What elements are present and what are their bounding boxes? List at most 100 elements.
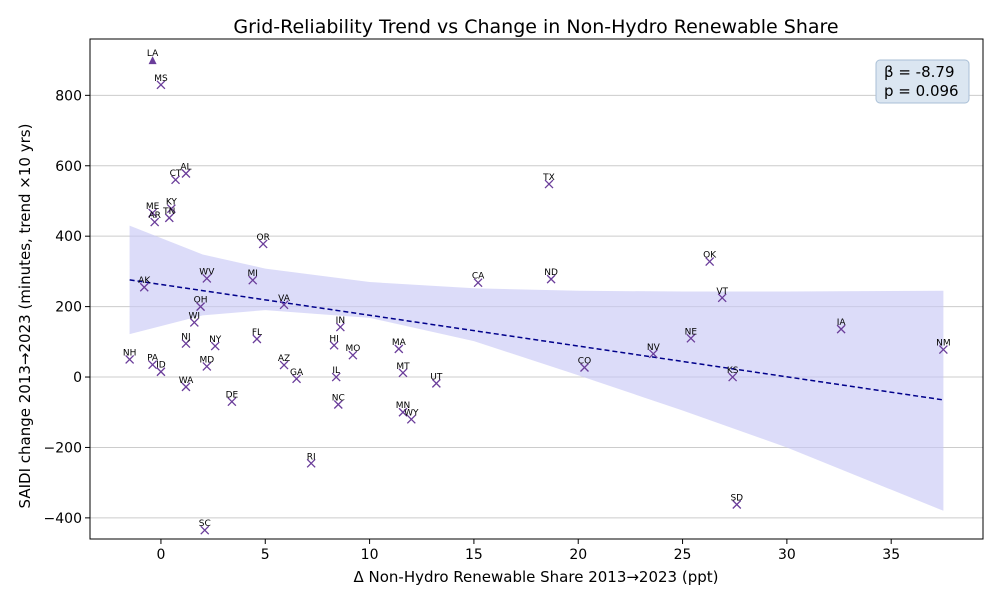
point-label-nj: NJ	[181, 333, 190, 343]
data-point-ut	[431, 378, 441, 388]
point-label-ok: OK	[703, 251, 717, 261]
point-label-fl: FL	[252, 328, 262, 338]
point-label-mt: MT	[396, 362, 410, 372]
data-point-az	[279, 360, 289, 370]
point-label-de: DE	[226, 391, 239, 401]
point-label-ks: KS	[727, 366, 739, 376]
point-label-ut: UT	[430, 372, 443, 382]
y-tick-label: 0	[73, 370, 82, 386]
data-point-nh	[125, 354, 135, 364]
point-label-ne: NE	[685, 327, 698, 337]
data-point-md	[202, 362, 212, 371]
data-point-va	[279, 300, 289, 310]
data-point-nj	[181, 339, 191, 349]
data-point-pa	[148, 360, 158, 370]
x-tick-label: 25	[674, 547, 692, 563]
point-label-al: AL	[180, 163, 191, 173]
point-label-ar: AR	[148, 211, 160, 221]
y-tick-label: 200	[55, 300, 82, 316]
data-point-or	[258, 239, 268, 249]
point-label-nv: NV	[647, 343, 661, 353]
plot-frame	[89, 38, 984, 540]
confidence-band	[129, 225, 944, 511]
point-label-nc: NC	[332, 393, 345, 403]
data-point-ca	[473, 278, 483, 288]
point-label-az: AZ	[278, 354, 290, 364]
point-label-mi: MI	[248, 269, 258, 279]
data-point-mn	[398, 407, 408, 417]
point-label-mo: MO	[345, 344, 360, 354]
point-label-la: LA	[147, 49, 159, 59]
data-point-tn	[164, 213, 174, 223]
data-point-la	[148, 56, 157, 65]
point-label-ri: RI	[307, 452, 316, 462]
stats-annotation: β = -8.79 p = 0.096	[875, 59, 970, 104]
data-point-il	[331, 372, 341, 382]
y-tick-label: −400	[44, 511, 82, 527]
data-point-ne	[686, 333, 696, 343]
point-label-ak: AK	[138, 276, 151, 286]
point-label-nh: NH	[123, 348, 137, 358]
data-point-oh	[196, 302, 206, 312]
x-tick-label: 20	[569, 547, 587, 563]
point-label-wv: WV	[199, 267, 215, 277]
data-point-ma	[394, 344, 404, 354]
data-point-co	[580, 363, 589, 372]
y-tick-label: 400	[55, 229, 82, 245]
point-label-nm: NM	[936, 339, 951, 349]
point-label-tn: TN	[162, 207, 175, 217]
point-label-ky: KY	[166, 198, 178, 208]
data-point-nv	[648, 349, 658, 359]
data-point-id	[156, 367, 166, 377]
point-label-id: ID	[156, 361, 166, 371]
point-label-oh: OH	[194, 296, 208, 306]
data-point-ar	[150, 217, 160, 227]
point-label-wy: WY	[404, 408, 419, 418]
point-label-in: IN	[336, 316, 345, 326]
data-point-hi	[329, 340, 339, 350]
stats-p-value: p = 0.096	[884, 82, 959, 100]
point-label-sc: SC	[199, 519, 211, 529]
point-label-hi: HI	[329, 334, 338, 344]
data-point-tx	[544, 179, 554, 189]
data-point-nm	[938, 345, 948, 355]
data-point-wy	[406, 414, 416, 424]
data-point-nc	[333, 400, 343, 409]
y-tick-label: 800	[55, 88, 82, 104]
data-point-sd	[732, 500, 742, 509]
point-label-wi: WI	[189, 311, 201, 321]
data-point-me	[148, 208, 158, 218]
x-tick-label: 5	[261, 547, 270, 563]
point-label-me: ME	[146, 202, 160, 212]
point-label-ct: CT	[170, 169, 182, 179]
point-label-wa: WA	[179, 376, 194, 386]
data-point-de	[227, 397, 237, 407]
y-axis-label: SAIDI change 2013→2023 (minutes, trend ×…	[16, 124, 34, 509]
y-tick-label: −200	[44, 440, 82, 456]
point-label-md: MD	[199, 355, 214, 365]
point-label-sd: SD	[730, 493, 743, 503]
point-label-ma: MA	[392, 338, 407, 348]
data-point-ks	[728, 372, 738, 382]
point-label-ia: IA	[837, 318, 847, 328]
y-tick-label: 600	[55, 159, 82, 175]
stats-beta: β = -8.79	[884, 63, 955, 81]
point-label-ga: GA	[290, 368, 304, 378]
x-tick-label: 35	[882, 547, 900, 563]
data-point-in	[335, 322, 345, 332]
data-point-mo	[348, 350, 358, 360]
point-label-ms: MS	[154, 74, 168, 84]
data-point-ny	[210, 341, 220, 351]
data-point-fl	[252, 334, 262, 344]
data-point-ga	[292, 374, 302, 384]
data-point-sc	[200, 525, 210, 535]
point-label-il: IL	[332, 366, 340, 376]
x-axis-label: Δ Non-Hydro Renewable Share 2013→2023 (p…	[353, 568, 718, 586]
point-label-ca: CA	[472, 272, 485, 282]
x-tick-label: 10	[361, 547, 379, 563]
stats-box-background	[875, 59, 970, 104]
chart-title: Grid-Reliability Trend vs Change in Non-…	[233, 16, 838, 38]
point-label-co: CO	[578, 357, 591, 367]
